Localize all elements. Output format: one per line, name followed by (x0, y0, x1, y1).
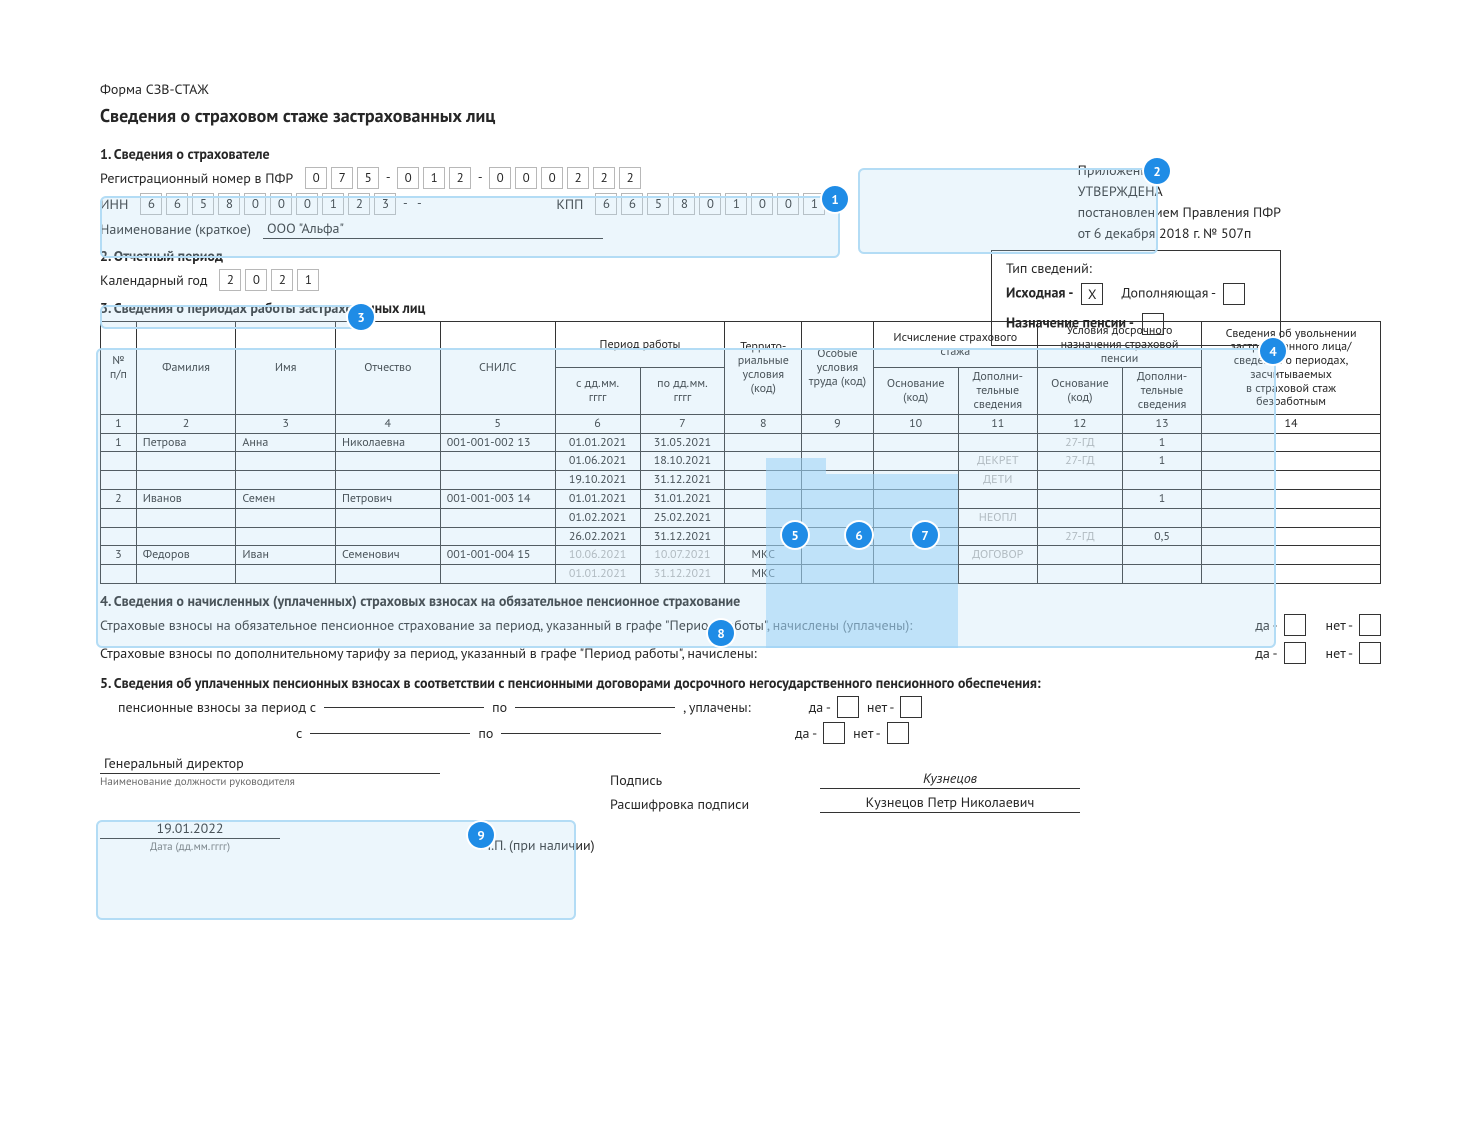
s5-yes1: да - (809, 698, 831, 716)
type-box: Тип сведений: Исходная - Х Дополняющая -… (991, 250, 1281, 346)
s5-l2a: с (296, 724, 302, 742)
inn-cells: 6658000123-- (140, 193, 424, 215)
sign-label: Подпись (610, 771, 780, 789)
type-primary-label: Исходная - (1006, 284, 1073, 302)
periods-table: № п/п Фамилия Имя Отчество СНИЛС Период … (100, 321, 1381, 584)
callout-4: 4 (1260, 338, 1286, 364)
s4-no2: нет - (1326, 644, 1353, 662)
type-pension-check[interactable] (1142, 313, 1164, 335)
s4-yes1: да - (1255, 616, 1277, 634)
s5-l2b: по (478, 724, 493, 742)
callout-6: 6 (846, 522, 872, 548)
s5-yes2: да - (795, 724, 817, 742)
approval-block: Приложение 1 УТВЕРЖДЕНА постановлением П… (1078, 160, 1281, 244)
s5-yes1-box[interactable] (837, 696, 859, 718)
kpp-cells: 665801001 (595, 193, 825, 215)
callout-2: 2 (1144, 158, 1170, 184)
s5-no2-box[interactable] (887, 722, 909, 744)
date-value: 19.01.2022 (100, 819, 280, 839)
callout-7: 7 (912, 522, 938, 548)
type-addl-check[interactable] (1223, 283, 1245, 305)
form-title: Сведения о страховом стаже застрахованны… (100, 104, 1381, 127)
callout-8: 8 (708, 620, 734, 646)
s5-from1[interactable] (324, 706, 484, 708)
type-title: Тип сведений: (1006, 259, 1266, 277)
s5-title: 5. Сведения об уплаченных пенсионных взн… (100, 674, 1381, 692)
s5-no1: нет - (867, 698, 894, 716)
s5-l1b: по (492, 698, 507, 716)
type-addl-label: Дополняющая - (1121, 284, 1214, 302)
signature-block: Генеральный директор Наименование должно… (100, 754, 1381, 854)
appendix: Приложение 1 (1078, 160, 1281, 181)
form-container: Приложение 1 УТВЕРЖДЕНА постановлением П… (100, 80, 1381, 854)
mp-label: М.П. (при наличии) (480, 836, 595, 854)
s5-to2[interactable] (501, 732, 661, 734)
position-label: Наименование должности руководителя (100, 775, 440, 789)
s4-yes1-box[interactable] (1284, 614, 1306, 636)
date-label: Дата (дд.мм.гггг) (100, 840, 280, 854)
reg-cells: 075-012-000222 (305, 167, 641, 189)
org-name: ООО "Альфа" (263, 219, 603, 239)
year-label: Календарный год (100, 271, 207, 289)
s4-no1: нет - (1326, 616, 1353, 634)
s5-yes2-box[interactable] (823, 722, 845, 744)
name-label: Наименование (краткое) (100, 220, 251, 238)
s4-yes2-box[interactable] (1284, 642, 1306, 664)
s5-l1a: пенсионные взносы за период с (118, 698, 316, 716)
approved: УТВЕРЖДЕНА (1078, 181, 1281, 202)
type-pension-label: Назначение пенсии - (1006, 314, 1134, 332)
s5-no2: нет - (853, 724, 880, 742)
callout-9: 9 (468, 822, 494, 848)
kpp-label: КПП (556, 195, 583, 213)
callout-5: 5 (782, 522, 808, 548)
decode-label: Расшифровка подписи (610, 795, 749, 813)
year-cells: 2021 (219, 269, 319, 291)
s5-to1[interactable] (515, 706, 675, 708)
s4-no2-box[interactable] (1359, 642, 1381, 664)
s4-title: 4. Сведения о начисленных (уплаченных) с… (100, 592, 1381, 610)
s5-from2[interactable] (310, 732, 470, 734)
position-value: Генеральный директор (100, 754, 440, 774)
type-primary-check[interactable]: Х (1081, 283, 1103, 305)
s5-no1-box[interactable] (900, 696, 922, 718)
s5-l1c: , уплачены: (683, 698, 751, 716)
sign-value: Кузнецов (820, 769, 1080, 789)
s4-yes2: да - (1255, 644, 1277, 662)
s4-line1: Страховые взносы на обязательное пенсион… (100, 616, 1235, 634)
callout-1: 1 (822, 186, 848, 212)
form-code: Форма СЗВ-СТАЖ (100, 80, 1381, 98)
s4-no1-box[interactable] (1359, 614, 1381, 636)
inn-label: ИНН (100, 195, 128, 213)
s4-line2: Страховые взносы по дополнительному тари… (100, 644, 1235, 662)
reg-label: Регистрационный номер в ПФР (100, 169, 293, 187)
decree-line1: постановлением Правления ПФР (1078, 202, 1281, 223)
callout-3: 3 (348, 304, 374, 330)
decree-line2: от 6 декабря 2018 г. № 507п (1078, 223, 1281, 244)
decode-value: Кузнецов Петр Николаевич (820, 793, 1080, 813)
